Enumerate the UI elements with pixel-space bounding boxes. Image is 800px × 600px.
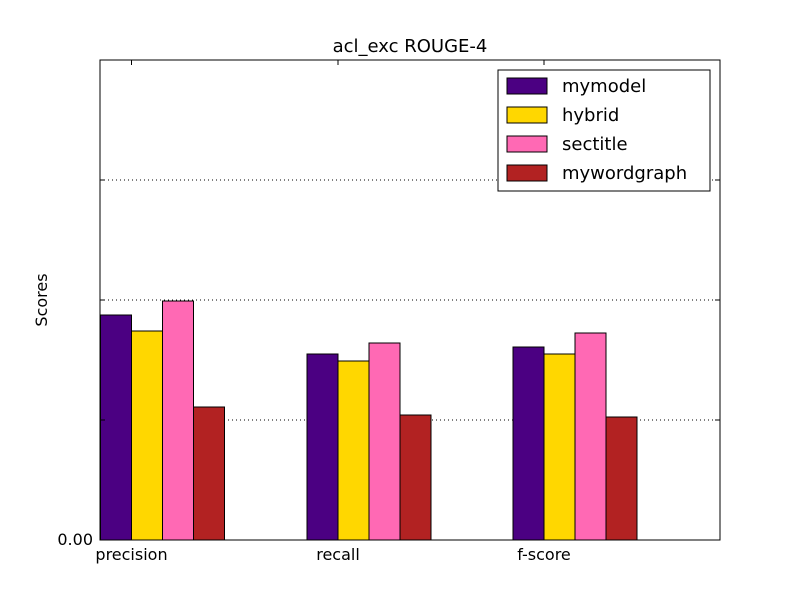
y-axis-label: Scores: [32, 273, 51, 326]
legend-swatch-mymodel: [506, 77, 548, 95]
bar-hybrid-f-score: [543, 353, 576, 541]
bar-mymodel-precision: [100, 314, 132, 541]
legend-items: mymodel hybrid sectitle mywordgraph: [506, 76, 687, 184]
x-tick-label-precision: precision: [95, 545, 167, 564]
y-tick-labels: 0.00: [57, 530, 93, 549]
y-tick-label: 0.00: [57, 530, 93, 549]
x-tick-labels: precision recall f-score: [95, 545, 570, 564]
bars: [100, 300, 638, 541]
bar-hybrid-recall: [337, 360, 370, 541]
bar-hybrid-precision: [131, 330, 163, 541]
bar-sectitle-recall: [368, 342, 401, 541]
legend-label-mymodel: mymodel: [562, 76, 646, 97]
x-tick-label-recall: recall: [316, 545, 360, 564]
bar-sectitle-precision: [162, 300, 194, 541]
legend-label-mywordgraph: mywordgraph: [562, 163, 687, 184]
bar-mymodel-f-score: [512, 346, 545, 541]
legend-label-hybrid: hybrid: [562, 105, 619, 126]
legend-label-sectitle: sectitle: [562, 134, 628, 155]
legend-swatch-hybrid: [506, 106, 548, 124]
legend: mymodel hybrid sectitle mywordgraph: [497, 69, 711, 192]
bar-mywordgraph-precision: [193, 406, 225, 541]
bar-mywordgraph-f-score: [605, 416, 638, 541]
bar-mymodel-recall: [306, 353, 339, 541]
bar-mywordgraph-recall: [399, 414, 432, 541]
bar-sectitle-f-score: [574, 332, 607, 541]
legend-swatch-mywordgraph: [506, 164, 548, 182]
legend-swatch-sectitle: [506, 135, 548, 153]
x-tick-label-f-score: f-score: [517, 545, 571, 564]
ticks: [100, 59, 720, 541]
chart-title: acl_exc ROUGE-4: [333, 36, 488, 57]
